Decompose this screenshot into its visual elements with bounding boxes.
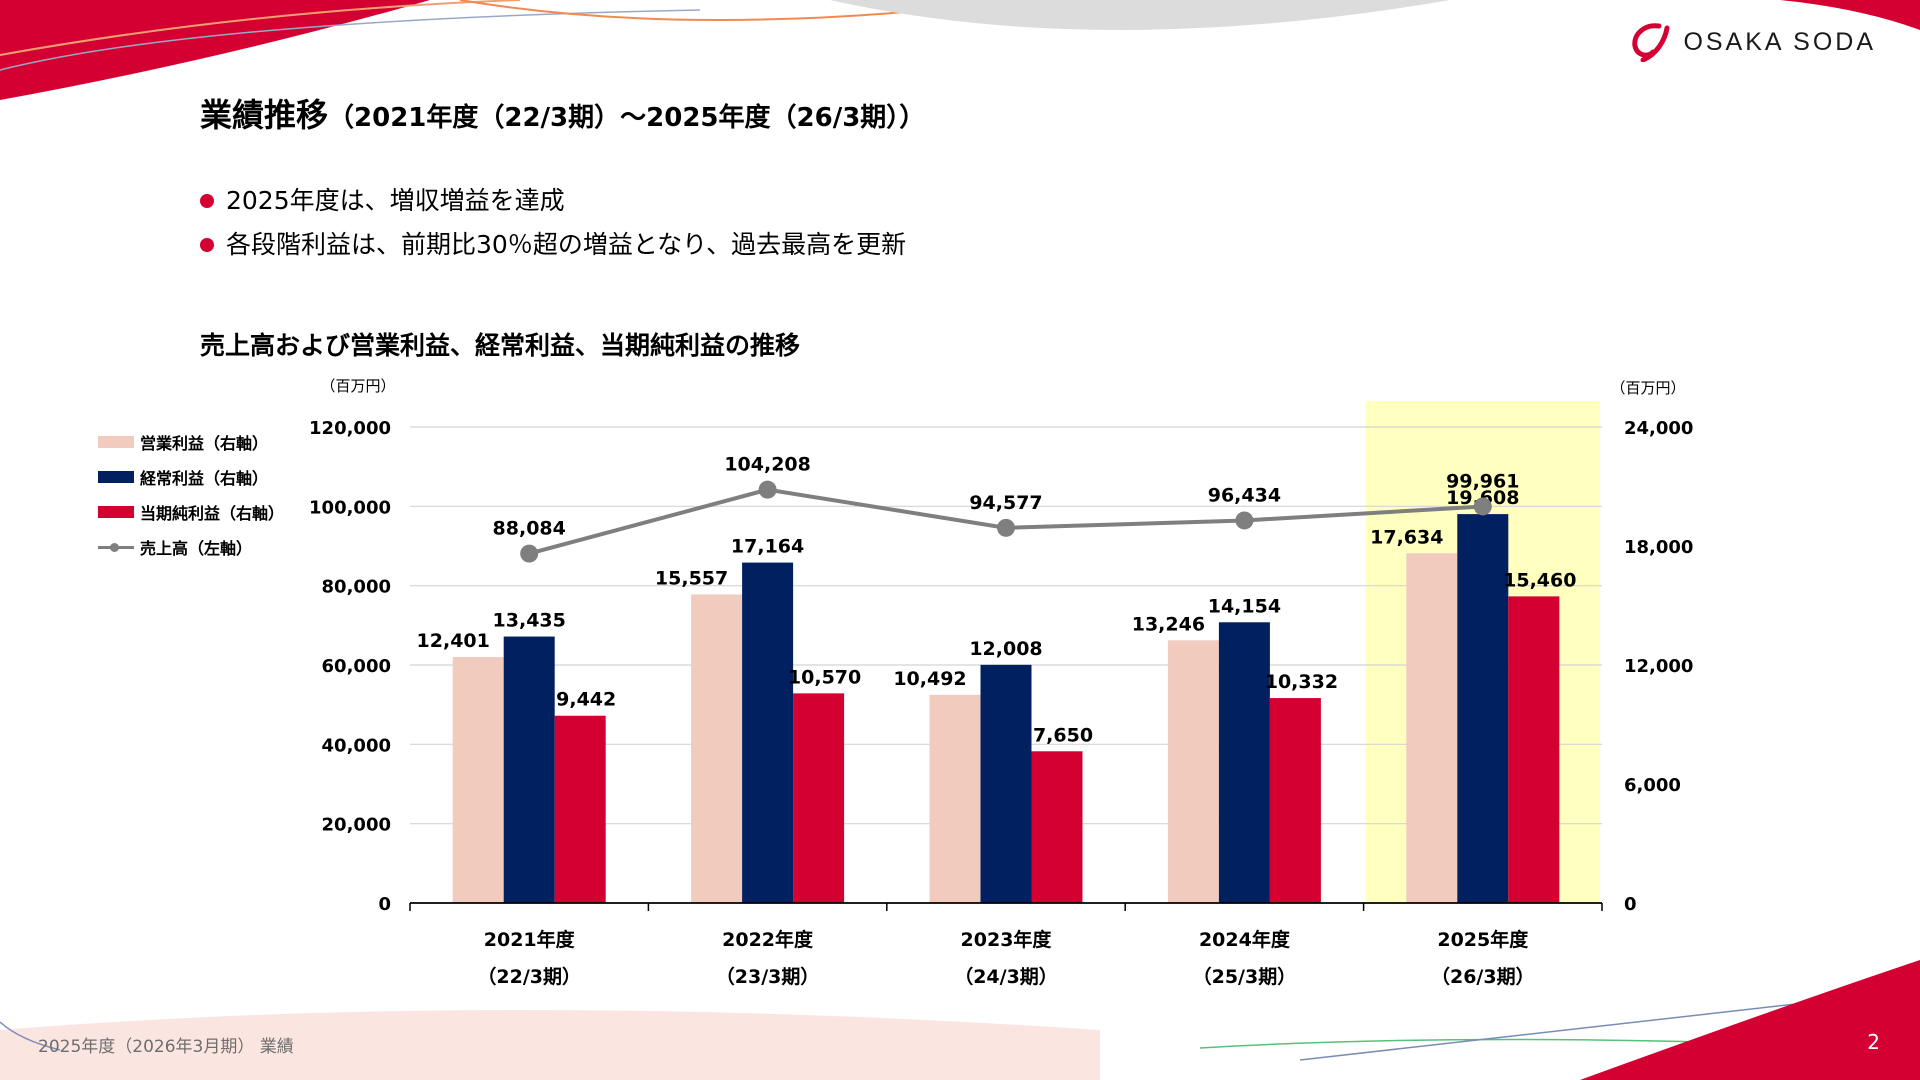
page-title-sub: （2021年度（22/3期）～2025年度（26/3期）） [328,103,926,133]
x-tick-label-period: （26/3期） [1431,965,1535,988]
legend-swatch-ordinary [98,470,134,483]
x-tick-label: 2023年度 [961,928,1053,951]
bar-value-label: 12,008 [969,638,1042,660]
bar-経常利益（右軸） [980,664,1032,903]
page-number: 2 [1867,1030,1880,1054]
bar-value-label: 10,492 [893,668,966,690]
legend-label: 売上高（左軸） [140,538,253,558]
sales-value-label: 99,961 [1446,470,1519,492]
bar-value-label: 13,435 [493,610,566,632]
bar-営業利益（右軸） [1406,553,1458,903]
bullet-dot-icon [200,194,214,208]
legend-item-ordinary: 経常利益（右軸） [98,459,284,494]
sales-point [1235,511,1254,530]
y-left-tick-label: 60,000 [322,656,391,677]
x-tick-label-period: （25/3期） [1193,965,1297,988]
bar-value-label: 15,557 [655,567,728,589]
x-tick-label-period: （22/3期） [477,965,581,988]
logo-mark-icon [1632,23,1670,62]
sales-point [520,544,539,563]
chart-legend: 営業利益（右軸） 経常利益（右軸） 当期純利益（右軸） 売上高（左軸） [98,424,284,564]
bar-経常利益（右軸） [742,562,794,903]
x-tick-label-period: （23/3期） [716,965,820,988]
x-tick-label: 2025年度 [1437,928,1529,951]
bar-営業利益（右軸） [929,694,981,903]
y-right-tick-label: 18,000 [1624,537,1693,558]
bar-当期純利益（右軸） [1269,698,1321,903]
page-title: 業績推移（2021年度（22/3期）～2025年度（26/3期）） [200,90,925,136]
bar-当期純利益（右軸） [1508,596,1560,903]
legend-swatch-net [98,505,134,518]
legend-label: 当期純利益（右軸） [140,503,285,523]
y-right-tick-label: 0 [1624,894,1637,915]
y-right-tick-label: 12,000 [1624,656,1693,677]
legend-swatch-sales [98,541,134,553]
company-logo: OSAKA SODA [1629,22,1876,62]
bar-当期純利益（右軸） [1031,751,1083,903]
sales-value-label: 88,084 [493,518,566,540]
footer-text: 2025年度（2026年3月期） 業績 [38,1037,294,1057]
legend-item-sales: 売上高（左軸） [98,529,284,564]
sales-value-label: 104,208 [724,454,811,476]
bullet-dot-icon [200,238,214,252]
bar-value-label: 10,332 [1265,671,1338,693]
logo-text: OSAKA SODA [1683,27,1876,56]
bullet-item: 2025年度は、増収増益を達成 [200,186,906,216]
y-right-unit-label: （百万円） [1610,379,1685,397]
bar-営業利益（右軸） [1167,640,1219,903]
legend-item-operating: 営業利益（右軸） [98,424,284,459]
sales-value-label: 94,577 [969,492,1042,514]
bar-value-label: 13,246 [1132,613,1205,635]
bullet-item: 各段階利益は、前期比30％超の増益となり、過去最高を更新 [200,230,906,260]
bullet-text: 2025年度は、増収増益を達成 [226,186,565,215]
y-left-tick-label: 40,000 [322,735,391,756]
legend-item-net: 当期純利益（右軸） [98,494,284,529]
y-left-tick-label: 0 [378,894,391,915]
bullet-text: 各段階利益は、前期比30％超の増益となり、過去最高を更新 [226,230,907,259]
sales-point [997,518,1015,537]
y-right-tick-label: 24,000 [1624,418,1693,439]
y-left-tick-label: 20,000 [322,815,391,836]
bar-value-label: 15,460 [1503,569,1576,591]
sales-point [758,480,777,499]
x-tick-label: 2024年度 [1199,928,1291,951]
bar-経常利益（右軸） [503,636,555,903]
bar-value-label: 7,650 [1033,724,1093,746]
x-tick-label-period: （24/3期） [954,965,1058,988]
summary-bullets: 2025年度は、増収増益を達成 各段階利益は、前期比30％超の増益となり、過去最… [200,186,906,274]
chart-title: 売上高および営業利益、経常利益、当期純利益の推移 [200,331,801,360]
y-left-tick-label: 100,000 [309,497,391,518]
legend-swatch-operating [98,435,134,448]
y-left-tick-label: 80,000 [322,577,391,598]
sales-point [1473,497,1492,516]
sales-value-label: 96,434 [1208,484,1281,506]
legend-label: 経常利益（右軸） [140,468,269,488]
bar-value-label: 9,442 [556,689,616,711]
y-left-unit-label: （百万円） [320,377,395,395]
y-right-tick-label: 6,000 [1624,775,1681,796]
bar-value-label: 17,164 [731,536,804,558]
bar-経常利益（右軸） [1457,514,1509,903]
bar-value-label: 14,154 [1208,595,1281,617]
legend-label: 営業利益（右軸） [140,433,269,453]
bar-value-label: 12,401 [417,630,490,652]
y-left-tick-label: 120,000 [309,418,391,439]
x-tick-label: 2021年度 [484,928,576,951]
bar-value-label: 10,570 [788,666,861,688]
bar-営業利益（右軸） [452,657,504,903]
bar-経常利益（右軸） [1218,622,1270,903]
bar-当期純利益（右軸） [793,693,845,903]
page-title-main: 業績推移 [200,96,329,134]
bar-value-label: 17,634 [1370,526,1443,548]
bar-営業利益（右軸） [691,594,743,903]
bar-当期純利益（右軸） [554,715,606,903]
x-tick-label: 2022年度 [722,928,814,951]
